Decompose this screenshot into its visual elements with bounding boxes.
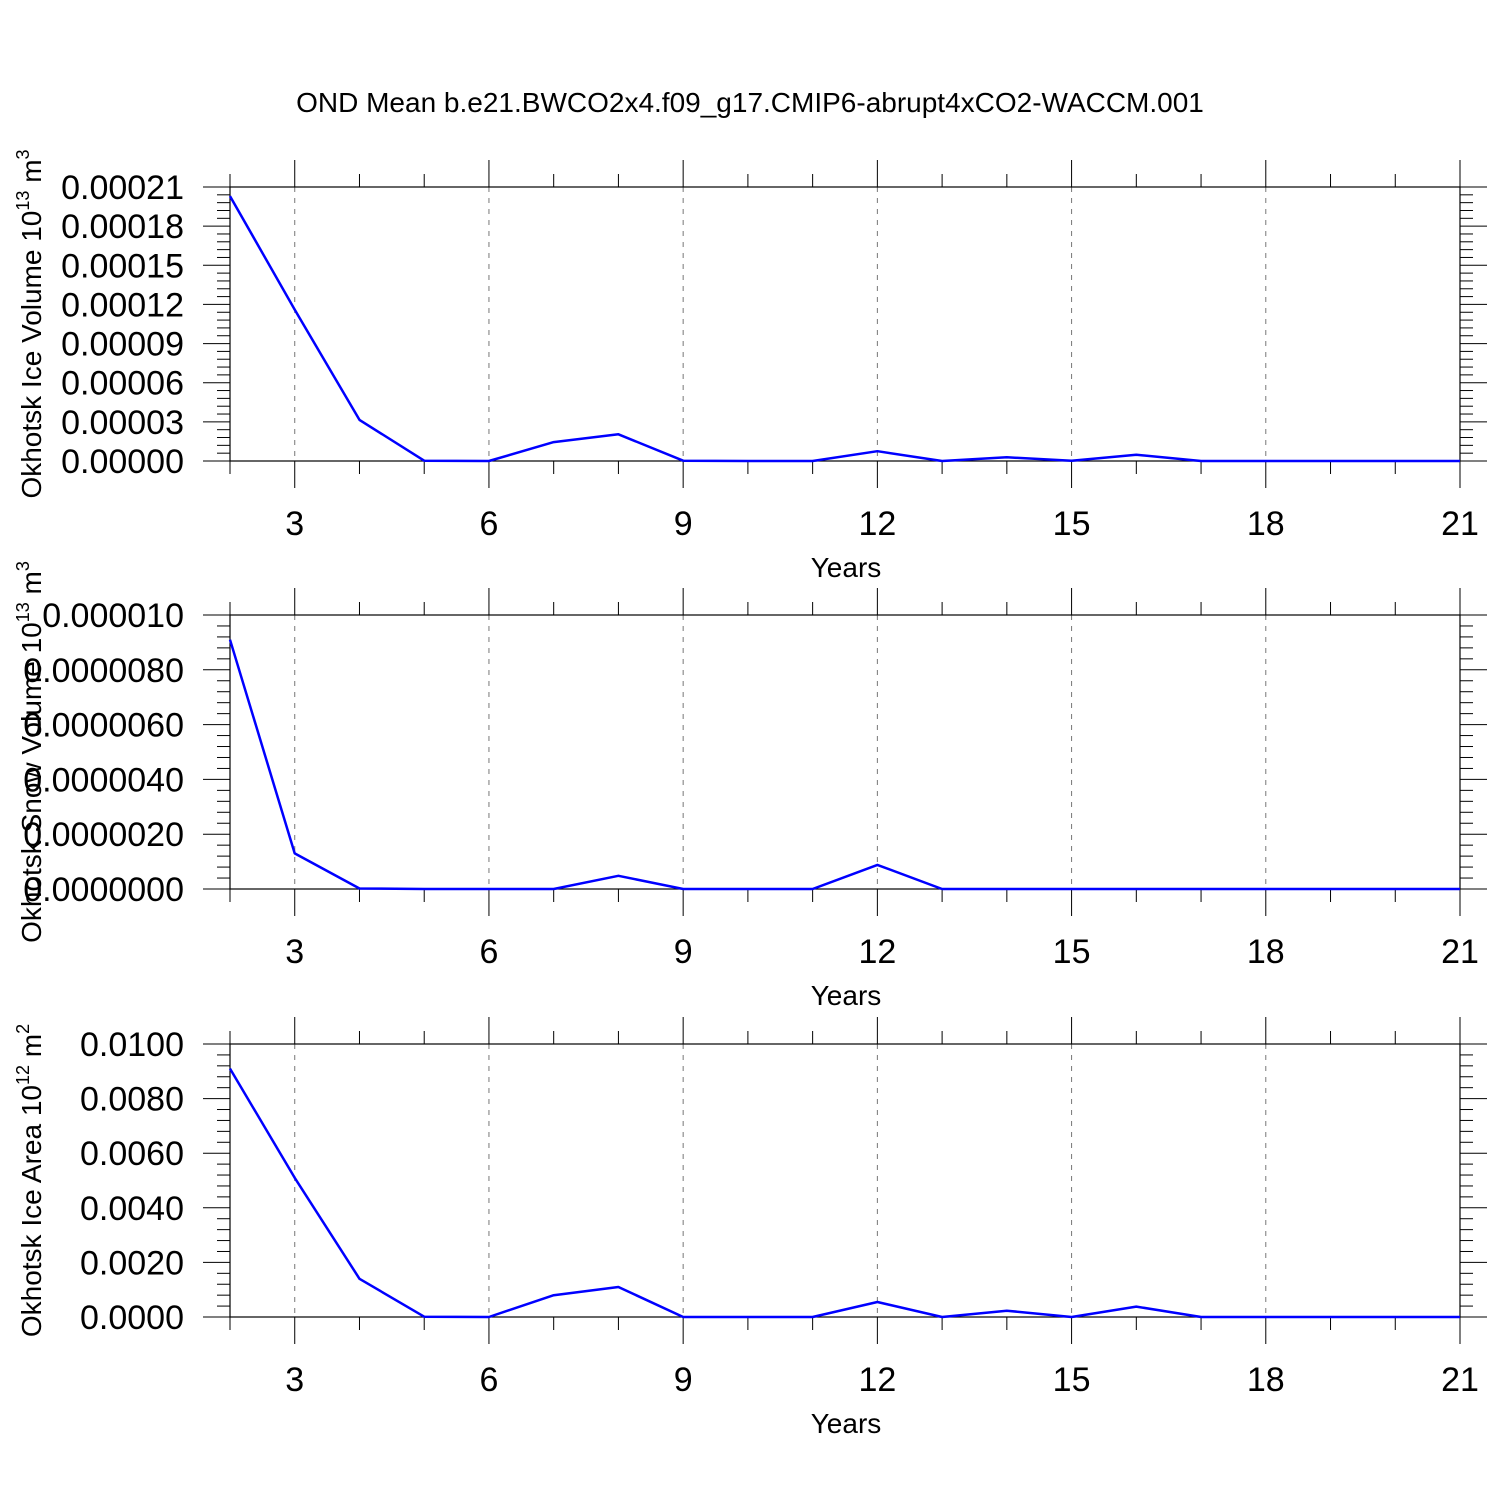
x-tick-label: 21 — [1441, 505, 1479, 543]
y-tick-label: 0.0000020 — [23, 816, 184, 854]
x-tick-label: 21 — [1441, 933, 1479, 971]
y-axis-label-text: Okhotsk Ice Volume 10 — [16, 211, 47, 499]
y-tick-label: 0.0000 — [80, 1299, 184, 1337]
x-tick-label: 3 — [285, 1361, 304, 1399]
y-axis-label-exponent: 13 — [13, 602, 33, 622]
y-tick-label: 0.0100 — [80, 1026, 184, 1064]
y-axis-label-unit: m — [16, 1034, 47, 1065]
y-axis-label-unit-exponent: 3 — [13, 561, 33, 571]
y-tick-label: 0.0000080 — [23, 652, 184, 690]
y-tick-label: 0.00021 — [61, 169, 184, 207]
x-tick-label: 18 — [1247, 505, 1285, 543]
chart-panel-1: 3 6 9 12 15 18 210.000000.000030.000060.000090… — [13, 149, 1487, 583]
y-axis-label: Okhotsk Ice Area 1012 m2 — [13, 1024, 47, 1337]
panels-group: 3 6 9 12 15 18 210.000000.000030.000060.000090… — [13, 149, 1487, 1439]
y-axis-label-text: Okhotsk Ice Area 10 — [16, 1085, 47, 1337]
x-axis-label: Years — [811, 552, 882, 583]
y-axis-label-text: Okhotsk Snow Volume 10 — [16, 622, 47, 943]
y-tick-label: 0.00018 — [61, 208, 184, 246]
x-tick-label: 12 — [858, 505, 896, 543]
x-tick-label: 12 — [858, 1361, 896, 1399]
x-tick-label: 6 — [479, 933, 498, 971]
y-axis-label-exponent: 13 — [13, 191, 33, 211]
x-tick-label: 3 — [285, 505, 304, 543]
chart-panel-3: 3 6 9 12 15 18 21 0.0000 0.0020 0.0040 0.0060 0.008… — [13, 1017, 1487, 1439]
x-tick-label: 9 — [674, 1361, 693, 1399]
y-tick-label: 0.0060 — [80, 1135, 184, 1173]
y-tick-label: 0.00009 — [61, 326, 184, 364]
y-tick-label: 0.0040 — [80, 1190, 184, 1228]
x-tick-label: 15 — [1053, 933, 1091, 971]
y-axis-label-unit: m — [16, 571, 47, 602]
y-axis-label: Okhotsk Ice Volume 1013 m3 — [13, 149, 47, 498]
plot-frame — [229, 614, 1461, 890]
figure-title: OND Mean b.e21.BWCO2x4.f09_g17.CMIP6-abr… — [296, 87, 1204, 118]
x-tick-label: 6 — [479, 1361, 498, 1399]
y-axis-label-unit-exponent: 3 — [13, 149, 33, 159]
plot-frame — [229, 1043, 1461, 1318]
x-tick-label: 12 — [858, 933, 896, 971]
y-axis-label-exponent: 12 — [13, 1065, 33, 1085]
y-tick-label: 0.0000040 — [23, 761, 184, 799]
y-tick-label: 0.0080 — [80, 1081, 184, 1119]
x-axis-label: Years — [811, 980, 882, 1011]
series-line-1 — [228, 195, 1460, 463]
y-axis-label: Okhotsk Snow Volume 1013 m3 — [13, 561, 47, 943]
y-tick-label: 0.00015 — [61, 247, 184, 285]
y-axis-label-unit: m — [16, 159, 47, 190]
y-tick-label: 0.000010 — [42, 597, 184, 635]
x-axis-label: Years — [811, 1408, 882, 1439]
x-tick-label: 9 — [674, 505, 693, 543]
y-tick-label: 0.0000000 — [23, 871, 184, 909]
x-tick-label: 9 — [674, 933, 693, 971]
y-tick-label: 0.0000060 — [23, 707, 184, 745]
x-tick-label: 6 — [479, 505, 498, 543]
x-tick-label: 18 — [1247, 933, 1285, 971]
y-tick-label: 0.00003 — [61, 404, 184, 442]
y-axis-label-unit-exponent: 2 — [13, 1024, 33, 1034]
x-tick-label: 21 — [1441, 1361, 1479, 1399]
x-tick-label: 18 — [1247, 1361, 1285, 1399]
series-line-1 — [228, 639, 1460, 891]
x-tick-label: 15 — [1053, 505, 1091, 543]
y-tick-label: 0.0020 — [80, 1244, 184, 1282]
chart-panel-2: 3 6 9 12 15 18 21 0.0000000 0.0000020 0.0000040 0.… — [13, 561, 1487, 1011]
x-tick-label: 3 — [285, 933, 304, 971]
y-tick-label: 0.00012 — [61, 286, 184, 324]
y-tick-label: 0.00006 — [61, 365, 184, 403]
x-tick-label: 15 — [1053, 1361, 1091, 1399]
series-line-1 — [228, 1067, 1460, 1319]
y-tick-label: 0.00000 — [61, 443, 184, 481]
plot-frame — [229, 186, 1461, 462]
